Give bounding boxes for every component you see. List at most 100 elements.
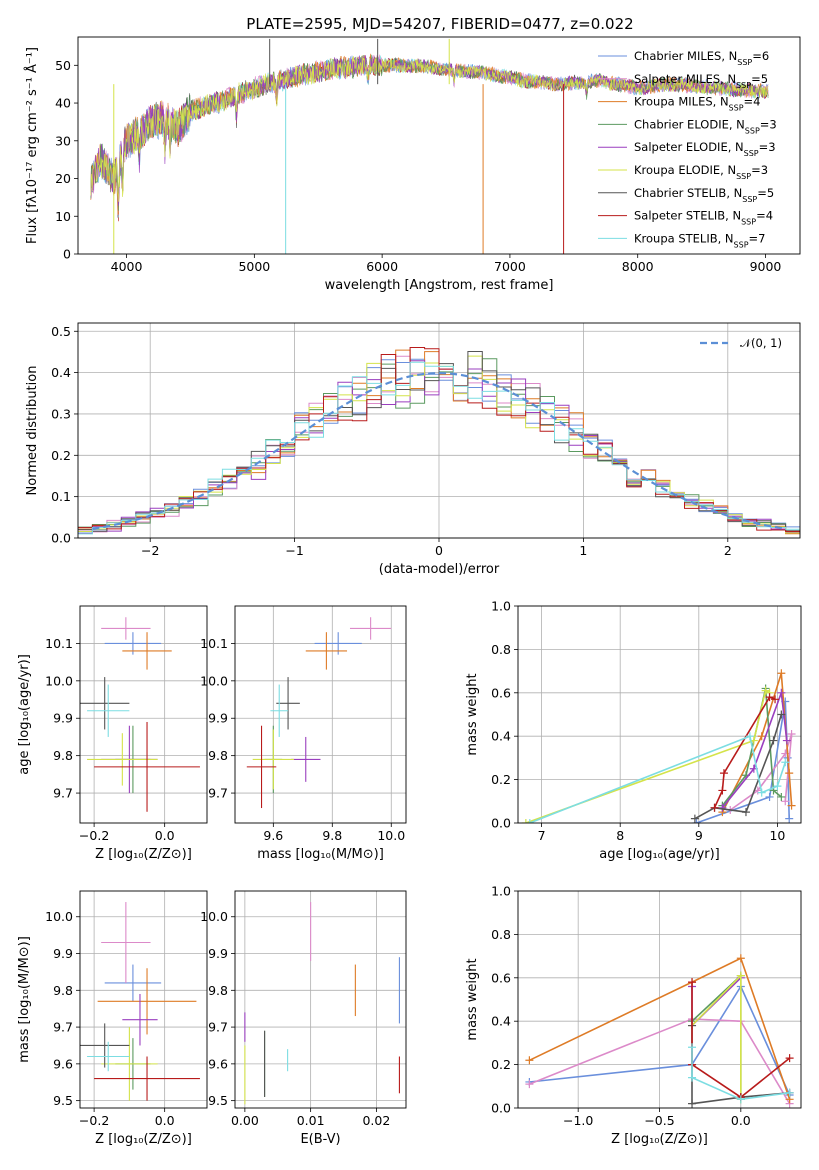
legend-label: Salpeter ELODIE, NSSP=3 (634, 140, 776, 158)
spectrum-series-line (90, 55, 769, 202)
errorbar-point (270, 684, 289, 737)
x-tick-label: 5000 (238, 259, 270, 274)
y-tick-label: 1.0 (491, 884, 511, 899)
mass-weight-marker (777, 688, 786, 697)
x-axis-label: (data-model)/error (379, 562, 500, 577)
marks-residuals (78, 347, 800, 535)
legend-label: Chabrier ELODIE, NSSP=3 (634, 117, 777, 135)
x-tick-label: 6000 (366, 259, 398, 274)
y-axis-label: age [log₁₀(age/yr)] (17, 654, 32, 775)
errorbar-point (87, 733, 158, 786)
y-tick-label: 9.7 (53, 1020, 73, 1035)
legend-label: Kroupa STELIB, NSSP=7 (634, 231, 765, 249)
mass-weight-marker (525, 819, 534, 823)
x-axis-label: age [log₁₀(age/yr)] (599, 847, 720, 862)
mass-weight-series-line (529, 957, 791, 1100)
y-tick-label: 9.6 (53, 1056, 73, 1071)
errorbar-point (104, 964, 162, 1002)
axes-frame (517, 605, 802, 824)
axes-frame (77, 322, 801, 539)
x-tick-label: 10.0 (377, 828, 405, 843)
mass-weight-marker (757, 732, 766, 741)
mass-weight-series-line (525, 689, 770, 823)
mass-weight-series-line (696, 701, 790, 823)
mass-weight-marker (719, 769, 728, 778)
y-tick-label: 0.1 (51, 489, 71, 504)
panel-mass-vs-EBV: 0.00 0.01 0.02 9.5 9.6 9.7 9.8 9.9 10.0 E(B-V) (200, 890, 407, 1147)
mass-weight-marker (781, 797, 790, 806)
y-tick-label: 10.0 (200, 673, 228, 688)
y-tick-label: 0.4 (491, 1014, 511, 1029)
y-tick-label: 9.8 (53, 748, 73, 763)
mass-weight-marker (787, 730, 796, 739)
x-tick-label: 2 (724, 543, 732, 558)
mass-weight-marker (525, 1056, 534, 1065)
x-tick-label: −2 (141, 543, 159, 558)
y-tick-label: 0.4 (51, 365, 71, 380)
axes-frame (234, 890, 407, 1109)
y-tick-label: 9.8 (208, 983, 228, 998)
errorbar-point (122, 632, 172, 670)
axes-frame (517, 890, 802, 1109)
y-tick-label: 9.8 (208, 748, 228, 763)
x-tick-label: 0.01 (297, 1113, 325, 1128)
legend-label: Chabrier MILES, NSSP=6 (634, 49, 769, 67)
panel-residuals: −2 −1 0 1 2 0.0 0.1 0.2 0.3 0.4 0.5 (data-model)/er… (25, 322, 801, 577)
mass-weight-marker (777, 792, 786, 801)
x-axis-label: wavelength [Angstrom, rest frame] (325, 278, 554, 293)
marks-age-vs-mass (246, 617, 392, 809)
mass-weight-marker (757, 788, 766, 797)
y-tick-label: 0.0 (51, 531, 71, 546)
legend-label: Kroupa MILES, NSSP=4 (634, 95, 760, 113)
y-tick-label: 10.0 (45, 673, 73, 688)
y-tick-label: 10.1 (45, 636, 73, 651)
y-tick-label: 9.5 (53, 1093, 73, 1108)
errorbar-point (276, 677, 300, 730)
histogram-series (78, 347, 800, 532)
y-tick-label: 0.0 (491, 1101, 511, 1116)
errorbar-point (122, 993, 158, 1046)
mass-weight-marker (741, 808, 750, 817)
y-axis-label: mass [log₁₀(M/M⊙)] (17, 936, 32, 1063)
y-tick-label: 9.7 (208, 786, 228, 801)
x-axis-label: mass [log₁₀(M/M⊙)] (257, 847, 384, 862)
mass-weight-marker (785, 769, 794, 778)
y-tick-label: 9.9 (53, 711, 73, 726)
y-tick-label: 10 (55, 209, 71, 224)
errorbar-point (80, 677, 130, 730)
y-tick-label: 50 (55, 58, 71, 73)
errorbar-point (94, 1056, 200, 1101)
x-tick-label: 0.0 (155, 1113, 175, 1128)
mass-weight-series-line (529, 1018, 791, 1105)
errorbar-point (97, 968, 197, 1035)
marks-age-vs-Z (80, 617, 200, 812)
mass-weight-marker (736, 971, 745, 980)
errorbar-point (94, 721, 200, 812)
panel-spectrum: 4000 5000 6000 7000 8000 9000 0 10 20 30 40 50 wavel… (24, 36, 801, 293)
x-tick-label: 0.02 (362, 1113, 390, 1128)
x-tick-label: −0.5 (644, 1113, 674, 1128)
normal-reference-curve (92, 371, 786, 530)
legend-label: Salpeter MILES, NSSP=5 (634, 72, 768, 90)
mass-weight-series-line (691, 1047, 790, 1101)
mass-weight-marker (785, 1088, 794, 1097)
legend-label: 𝒩(0, 1) (740, 336, 782, 350)
x-axis-label: Z [log₁₀(Z/Z⊙)] (611, 1132, 708, 1147)
mass-weight-marker (736, 954, 745, 963)
mass-weight-marker (710, 803, 719, 812)
x-tick-label: 9.6 (263, 828, 283, 843)
mass-weight-marker (782, 736, 791, 745)
mass-weight-marker (761, 686, 770, 695)
x-tick-label: 0.00 (231, 1113, 259, 1128)
y-tick-label: 0.8 (491, 927, 511, 942)
x-tick-label: 7000 (494, 259, 526, 274)
y-axis-label: mass weight (465, 958, 480, 1040)
marks-mass-vs-Z (80, 902, 200, 1101)
y-tick-label: 0.2 (51, 448, 71, 463)
mass-weight-marker (688, 1099, 697, 1108)
y-axis-label: mass weight (465, 673, 480, 755)
y-tick-label: 10.1 (200, 636, 228, 651)
mass-weight-marker (718, 786, 727, 795)
mass-weight-marker (690, 814, 699, 823)
